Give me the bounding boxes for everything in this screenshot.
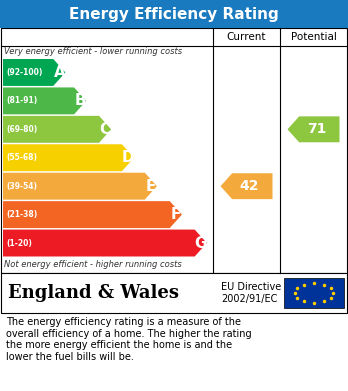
Text: Very energy efficient - lower running costs: Very energy efficient - lower running co… — [4, 47, 182, 56]
Text: Current: Current — [227, 32, 266, 42]
Text: (1-20): (1-20) — [6, 239, 32, 248]
Text: A: A — [54, 65, 65, 80]
Text: The energy efficiency rating is a measure of the
overall efficiency of a home. T: The energy efficiency rating is a measur… — [6, 317, 252, 362]
Text: D: D — [122, 150, 134, 165]
Text: Energy Efficiency Rating: Energy Efficiency Rating — [69, 7, 279, 22]
Text: Not energy efficient - higher running costs: Not energy efficient - higher running co… — [4, 260, 182, 269]
Text: (92-100): (92-100) — [6, 68, 42, 77]
Text: EU Directive
2002/91/EC: EU Directive 2002/91/EC — [221, 282, 281, 304]
Text: (39-54): (39-54) — [6, 182, 37, 191]
Text: 42: 42 — [240, 179, 259, 193]
Text: E: E — [146, 179, 156, 194]
Polygon shape — [3, 201, 182, 228]
Text: (81-91): (81-91) — [6, 97, 37, 106]
Text: C: C — [100, 122, 111, 137]
Polygon shape — [3, 59, 65, 86]
Text: England & Wales: England & Wales — [8, 284, 179, 302]
Polygon shape — [3, 230, 207, 256]
Text: (69-80): (69-80) — [6, 125, 37, 134]
Text: B: B — [74, 93, 86, 108]
Polygon shape — [3, 116, 111, 143]
Polygon shape — [3, 173, 157, 200]
Polygon shape — [3, 88, 86, 114]
Text: (21-38): (21-38) — [6, 210, 37, 219]
Text: G: G — [195, 235, 207, 251]
Bar — [284, 278, 344, 308]
Polygon shape — [287, 117, 340, 142]
Polygon shape — [221, 173, 272, 199]
Text: F: F — [171, 207, 181, 222]
Bar — [1, 28, 347, 273]
Bar — [1, 273, 347, 313]
Text: (55-68): (55-68) — [6, 153, 37, 162]
Bar — [0, 0, 348, 28]
Polygon shape — [3, 144, 134, 171]
Text: 71: 71 — [307, 122, 326, 136]
Text: Potential: Potential — [291, 32, 337, 42]
